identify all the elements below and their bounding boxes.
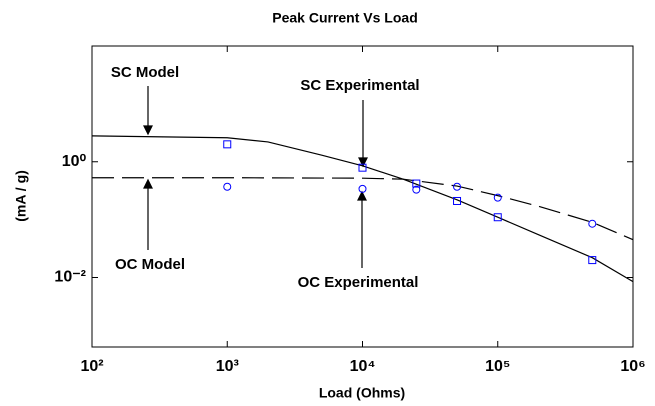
y-tick-label: 10⁰ [62,153,87,170]
x-tick-label: 10⁶ [620,358,645,375]
x-tick-label: 10⁵ [485,358,510,375]
marker [412,185,421,194]
marker [453,182,462,191]
y-axis-label: (mA / g) [13,170,29,222]
marker [588,219,597,228]
annotation: OC Model [115,256,185,273]
marker [223,140,232,149]
x-tick-label: 10² [80,358,103,375]
marker [588,256,597,265]
marker [358,163,367,172]
annotation: SC Model [111,64,179,81]
arrow-head [143,178,153,189]
marker [493,193,502,202]
annotation: OC Experimental [298,274,419,291]
marker [358,184,367,193]
marker [223,182,232,191]
chart-title: Peak Current Vs Load [272,10,418,26]
arrow-head [358,157,368,168]
marker [493,213,502,222]
x-axis-label: Load (Ohms) [319,385,405,401]
annotation: SC Experimental [300,77,419,94]
x-tick-label: 10³ [216,358,239,375]
arrows [143,86,368,268]
marker [453,196,462,205]
arrow-head [357,190,367,201]
line-series [92,177,634,241]
marker [412,179,421,188]
y-tick-label: 10⁻² [54,269,86,286]
arrow-head [143,125,153,136]
x-tick-label: 10⁴ [350,358,376,375]
